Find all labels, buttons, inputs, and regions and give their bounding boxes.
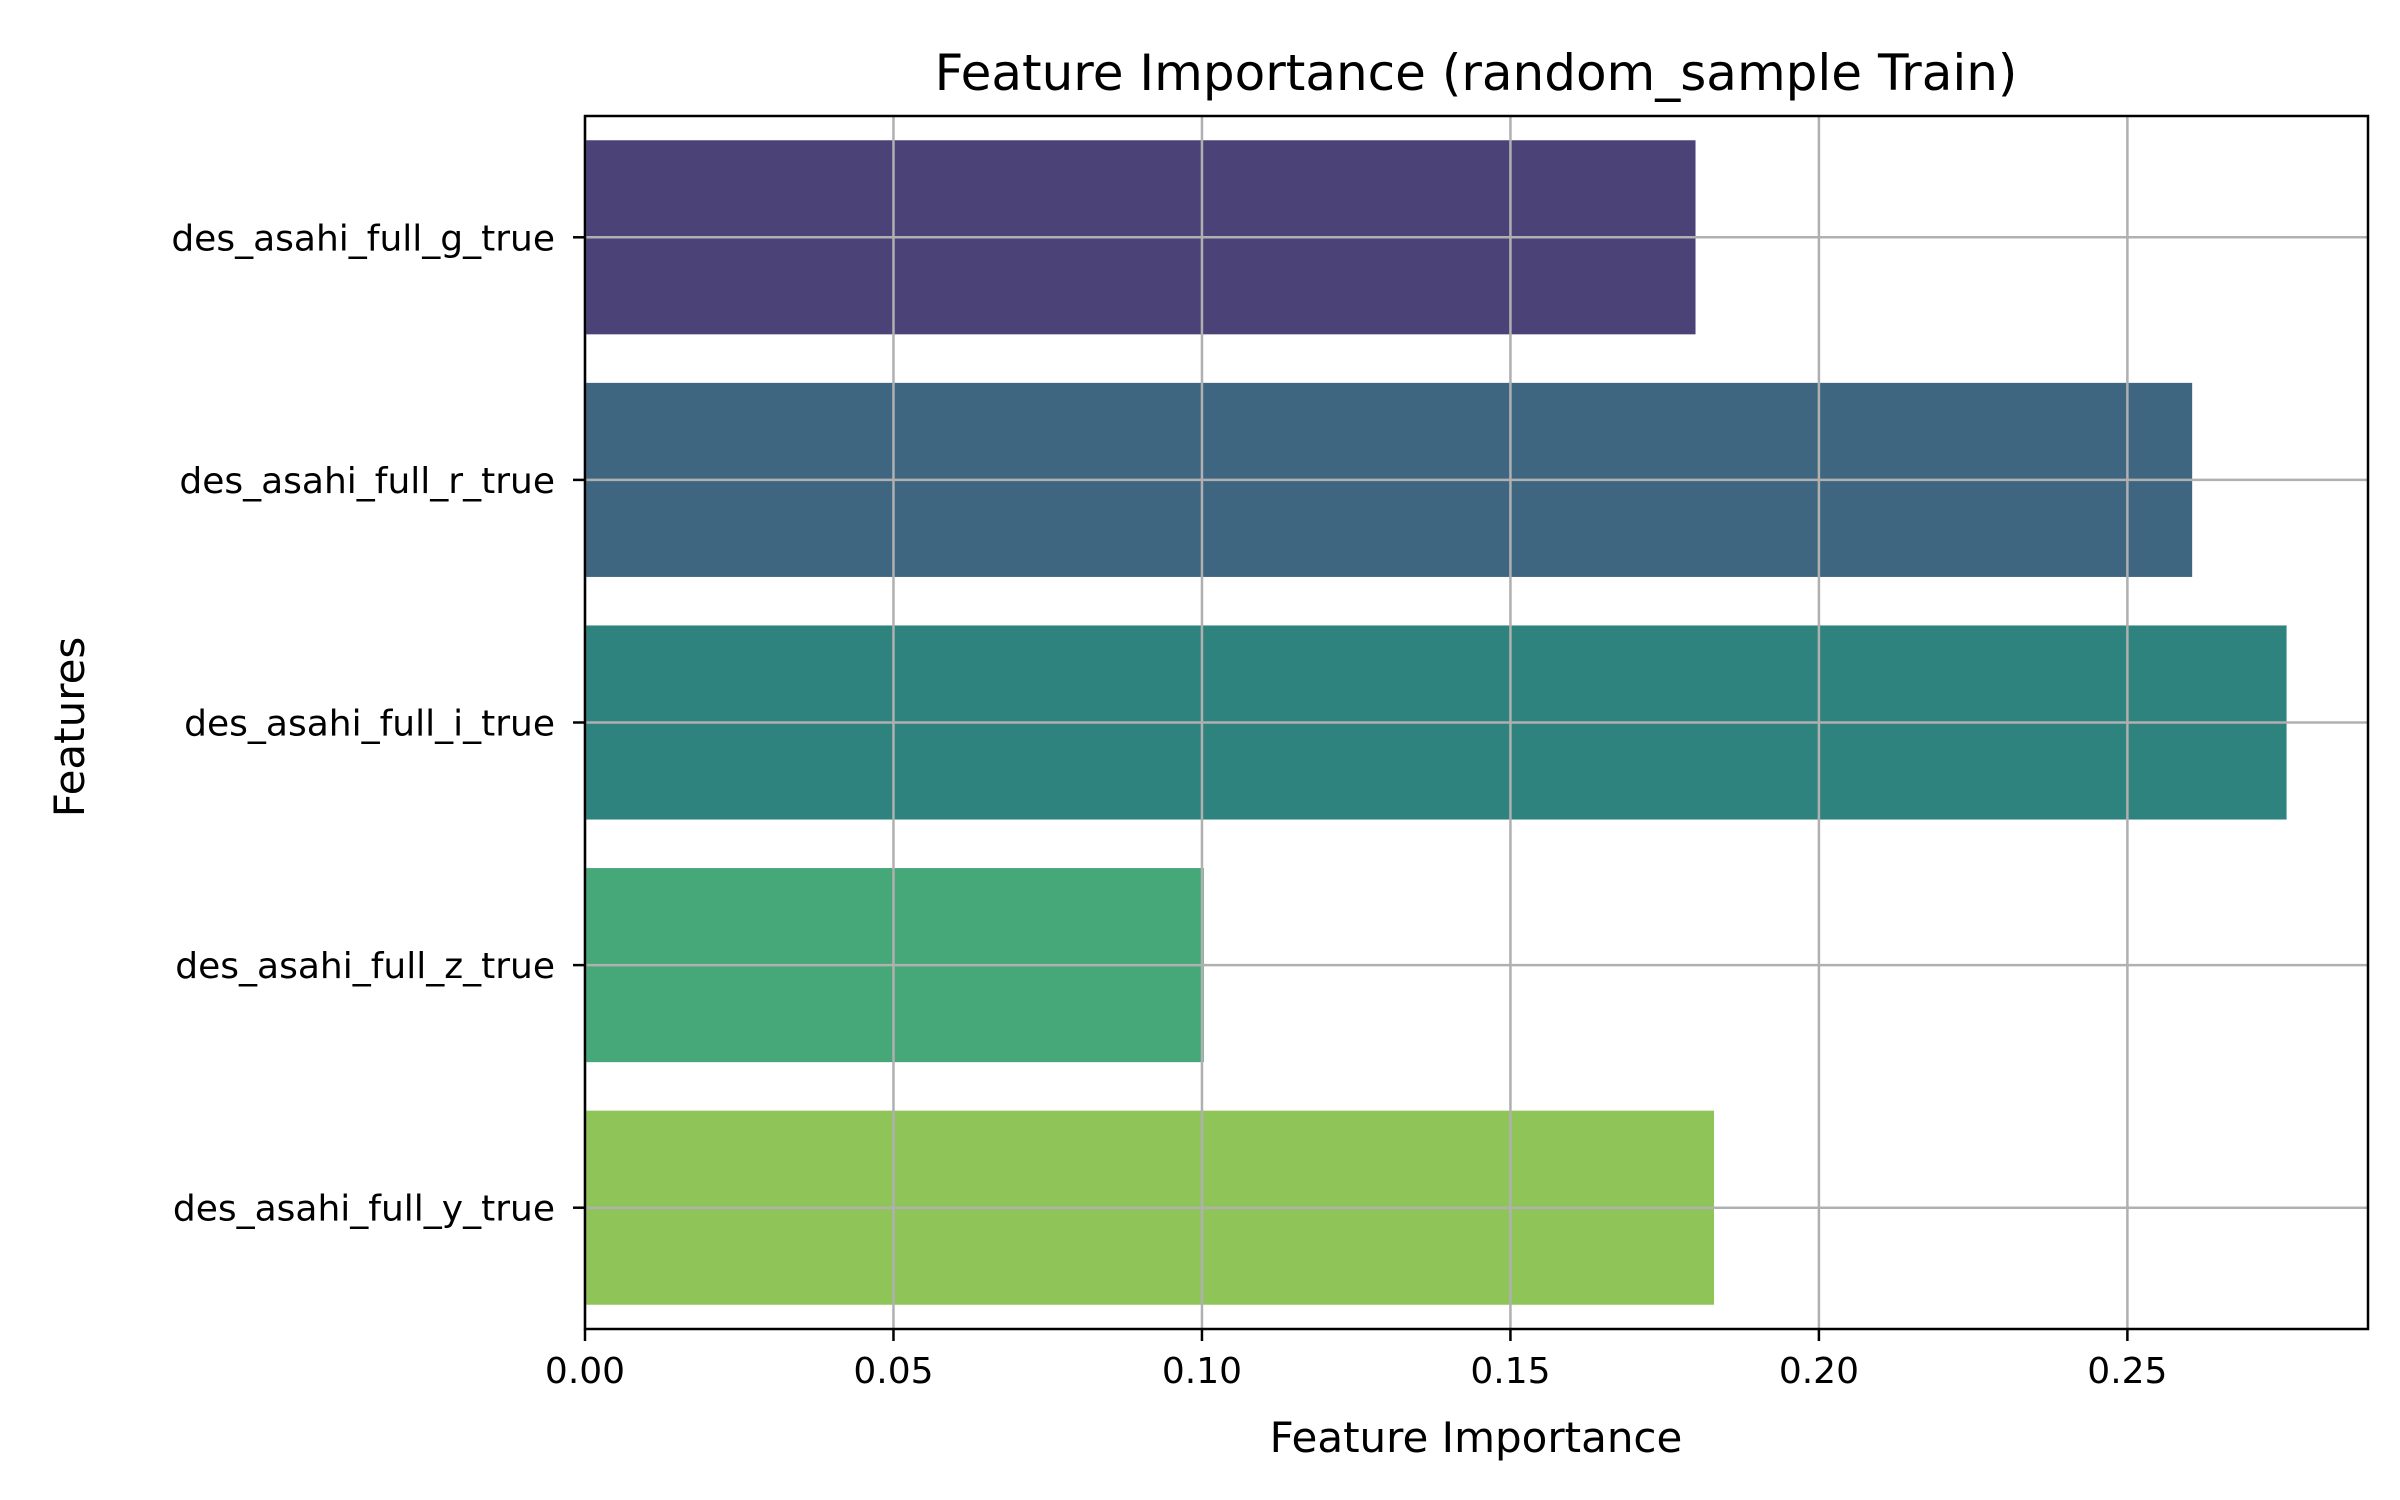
y-tick-label-2: des_asahi_full_i_true [184,704,555,745]
x-axis-label: Feature Importance [1270,1413,1683,1462]
ticks-layer: 0.00 0.05 0.10 0.15 0.20 0.25 des_asahi_full_g… [171,218,2167,1392]
y-tick-label-4: des_asahi_full_y_true [173,1189,555,1230]
x-tick-label-3: 0.15 [1470,1351,1550,1392]
chart-title: Feature Importance (random_sample Train) [935,44,2018,102]
y-tick-label-3: des_asahi_full_z_true [175,946,555,987]
x-tick-label-1: 0.05 [853,1351,933,1392]
y-axis-label: Features [45,637,94,818]
x-tick-label-5: 0.25 [2087,1351,2167,1392]
x-tick-label-2: 0.10 [1162,1351,1242,1392]
y-tick-label-0: des_asahi_full_g_true [171,218,555,259]
y-tick-label-1: des_asahi_full_r_true [179,461,555,502]
x-tick-label-0: 0.00 [545,1351,625,1392]
x-tick-label-4: 0.20 [1779,1351,1859,1392]
